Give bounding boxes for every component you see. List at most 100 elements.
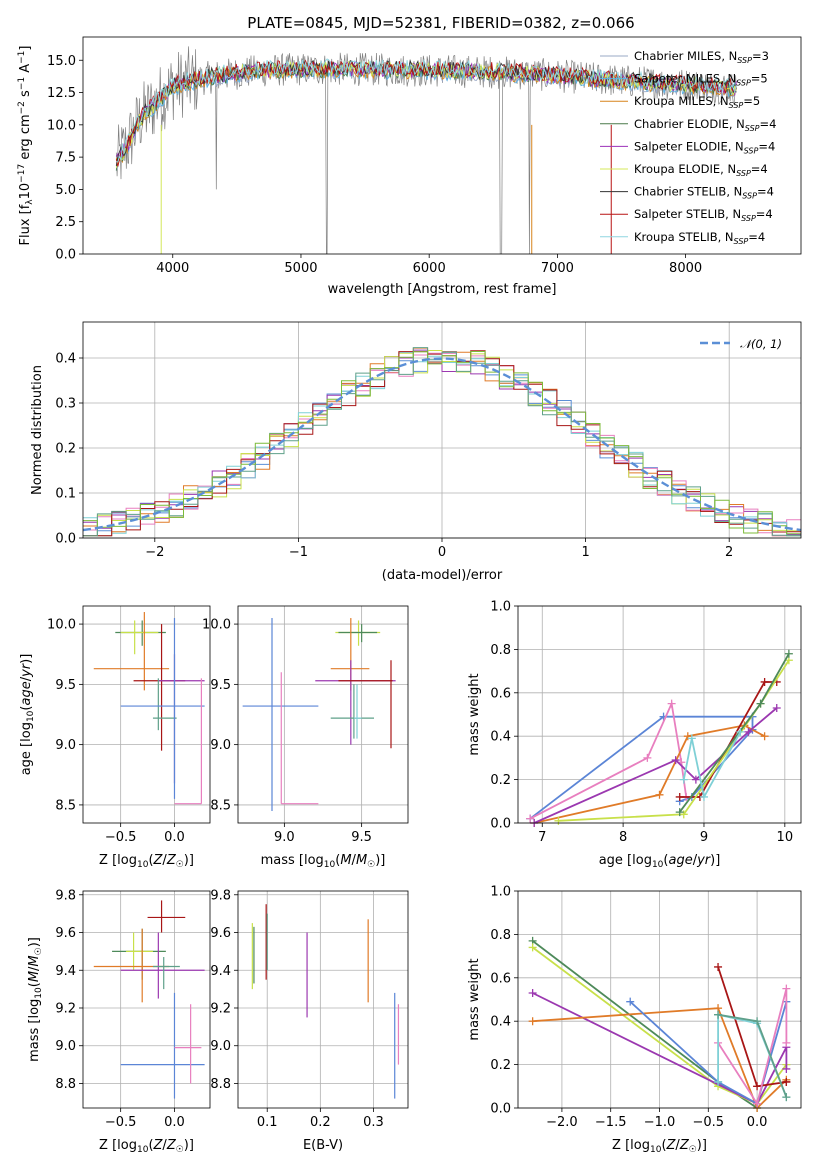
weight-marker: [760, 732, 769, 741]
x-tick-label: −0.5: [693, 1115, 725, 1130]
x-tick-label: 9.5: [351, 830, 372, 845]
data-point: [93, 612, 170, 691]
y-tick-label: 0.6: [490, 686, 511, 701]
legend-label: Kroupa MILES, NSSP=5: [634, 94, 760, 110]
x-tick-label: −1.0: [644, 1115, 676, 1130]
x-tick-label: 0.0: [164, 1115, 185, 1130]
axes-frame: [237, 605, 409, 824]
legend: 𝒩(0, 1): [700, 337, 782, 351]
x-axis-label: age [log10(age/yr)]: [599, 853, 721, 870]
x-tick-label: 0.0: [164, 830, 185, 845]
axes-frame: [82, 890, 211, 1109]
x-tick-label: 9: [700, 830, 708, 845]
x-axis-label: (data-model)/error: [382, 568, 503, 583]
weight-marker: [714, 1077, 723, 1086]
data-point: [147, 900, 186, 933]
y-tick-label: 9.0: [210, 1039, 231, 1054]
axes-frame: [82, 605, 211, 824]
data-point: [353, 684, 362, 739]
normal-curve: [82, 357, 802, 532]
y-tick-label: 9.4: [210, 964, 231, 979]
panel-residuals: −2 −1 0 1 2 0.0 0.1 0.2 0.3 0.4 (data-model)/error…: [30, 321, 802, 583]
panel-spectrum: 4000 5000 6000 7000 8000 0.0 2.5 5.0 7.5 10.0 12.5…: [17, 36, 802, 297]
x-axis-label: Z [log10(Z/Z☉)]: [612, 1138, 707, 1155]
weight-marker: [655, 790, 664, 799]
weight-marker: [714, 962, 723, 971]
data-point: [133, 624, 186, 751]
legend-label: Chabrier ELODIE, NSSP=4: [634, 117, 776, 133]
weight-marker: [736, 727, 745, 736]
y-axis-label: age [log10(age/yr)]: [19, 654, 36, 776]
data-point: [126, 932, 153, 971]
axes-frame: [517, 890, 802, 1109]
weight-marker: [782, 984, 791, 993]
y-tick-label: 9.2: [210, 1001, 231, 1016]
y-tick-label: 0.2: [490, 773, 511, 788]
y-tick-label: 0.0: [490, 817, 511, 832]
y-axis-label: mass weight: [467, 673, 482, 755]
weight-marker: [691, 775, 700, 784]
y-axis-label: mass weight: [467, 958, 482, 1040]
x-tick-label: 2: [725, 545, 733, 560]
weight-marker: [784, 649, 793, 658]
data-point: [330, 684, 374, 739]
y-tick-label: 0.3: [55, 397, 76, 412]
x-tick-label: 7000: [541, 261, 574, 276]
data-point: [174, 678, 202, 805]
x-tick-label: 0.3: [363, 1115, 384, 1130]
x-axis-label: mass [log10(M/M☉)]: [261, 853, 386, 870]
y-tick-label: 12.5: [47, 86, 76, 101]
x-tick-label: −1: [289, 545, 308, 560]
weight-series: [558, 659, 790, 822]
axes-frame: [237, 890, 409, 1109]
weight-marker: [554, 816, 563, 825]
x-tick-label: 5000: [284, 261, 317, 276]
weight-marker: [772, 703, 781, 712]
y-tick-label: 9.0: [55, 1039, 76, 1054]
data-point: [120, 618, 205, 799]
panel-z-mass: −0.5 0.0 8.8 9.0 9.2 9.4 9.6 9.8 Z [log10(Z/Z☉)]…: [27, 888, 211, 1155]
weight-marker: [528, 943, 537, 952]
data-point: [338, 624, 378, 643]
panel-age-weight: 7 8 9 10 0.0 0.2 0.4 0.6 0.8 1.0 age [log10(age/yr…: [467, 600, 802, 870]
weight-marker: [714, 1010, 723, 1019]
histogram-series: [83, 351, 801, 535]
weight-marker: [679, 775, 688, 784]
y-tick-label: 0.8: [490, 643, 511, 658]
weight-marker: [679, 810, 688, 819]
y-tick-label: 10.0: [202, 618, 231, 633]
x-tick-label: 8: [619, 830, 627, 845]
weight-series: [529, 715, 754, 820]
x-tick-label: 8000: [669, 261, 702, 276]
panel-ebv-mass: 0.1 0.2 0.3 8.8 9.0 9.2 9.4 9.6 9.8 E(B-V): [210, 888, 409, 1153]
legend-label: Salpeter ELODIE, NSSP=4: [634, 139, 775, 155]
y-tick-label: 10.0: [47, 618, 76, 633]
y-tick-label: 0.0: [55, 248, 76, 263]
axes-frame: [82, 36, 802, 255]
legend-label: Kroupa ELODIE, NSSP=4: [634, 162, 768, 178]
y-tick-label: 9.0: [55, 738, 76, 753]
weight-series: [532, 1007, 788, 1108]
y-tick-label: 8.5: [210, 798, 231, 813]
x-tick-label: −0.5: [105, 1115, 137, 1130]
x-tick-label: 7: [538, 830, 546, 845]
data-point: [120, 620, 159, 655]
weight-series: [678, 653, 790, 813]
model-spectrum: [116, 58, 737, 163]
y-tick-label: 1.0: [490, 885, 511, 900]
y-tick-label: 0.0: [55, 532, 76, 547]
panel-mass-age: 9.0 9.5 8.5 9.0 9.5 10.0 mass [log10(M/M☉)]: [202, 605, 409, 870]
y-tick-label: 2.5: [55, 215, 76, 230]
weight-marker: [782, 1093, 791, 1102]
weight-series: [717, 988, 788, 1106]
y-tick-label: 0.4: [490, 1015, 511, 1030]
weight-marker: [687, 734, 696, 743]
x-tick-label: −2: [145, 545, 164, 560]
weight-marker: [683, 732, 692, 741]
data-point: [152, 957, 180, 990]
weight-marker: [667, 699, 676, 708]
weight-series: [532, 940, 758, 1108]
y-tick-label: 0.1: [55, 487, 76, 502]
y-tick-label: 9.8: [210, 888, 231, 903]
y-tick-label: 9.5: [210, 678, 231, 693]
